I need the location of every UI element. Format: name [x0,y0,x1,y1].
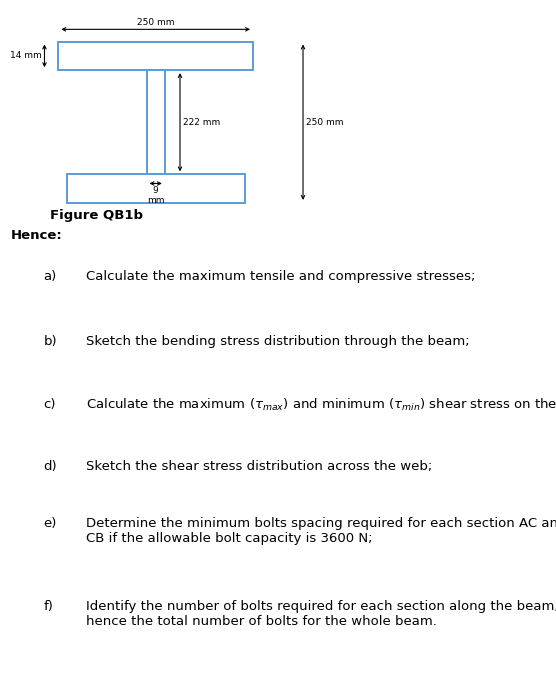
Text: d): d) [43,460,57,473]
Text: 9
mm: 9 mm [147,185,165,205]
Text: Calculate the maximum ($\tau_{max}$) and minimum ($\tau_{min}$) shear stress on : Calculate the maximum ($\tau_{max}$) and… [86,397,556,413]
Bar [58,42,253,70]
Text: Sketch the bending stress distribution through the beam;: Sketch the bending stress distribution t… [86,335,470,348]
Text: 14 mm: 14 mm [10,51,42,60]
Text: a): a) [43,270,57,283]
Text: b): b) [43,335,57,348]
Bar [67,174,245,203]
Text: f): f) [43,600,53,613]
Text: 250 mm: 250 mm [137,18,175,27]
Text: 222 mm: 222 mm [183,118,221,127]
Text: Calculate the maximum tensile and compressive stresses;: Calculate the maximum tensile and compre… [86,270,475,283]
Text: Determine the minimum bolts spacing required for each section AC and
CB if the a: Determine the minimum bolts spacing requ… [86,517,556,545]
Bar [147,70,165,174]
Text: c): c) [43,398,56,411]
Text: Sketch the shear stress distribution across the web;: Sketch the shear stress distribution acr… [86,460,433,473]
Text: e): e) [43,517,57,530]
Text: 250 mm: 250 mm [306,118,344,127]
Text: Identify the number of bolts required for each section along the beam, and
hence: Identify the number of bolts required fo… [86,600,556,628]
Text: Figure QB1b: Figure QB1b [50,209,143,222]
Text: Hence:: Hence: [11,229,63,242]
